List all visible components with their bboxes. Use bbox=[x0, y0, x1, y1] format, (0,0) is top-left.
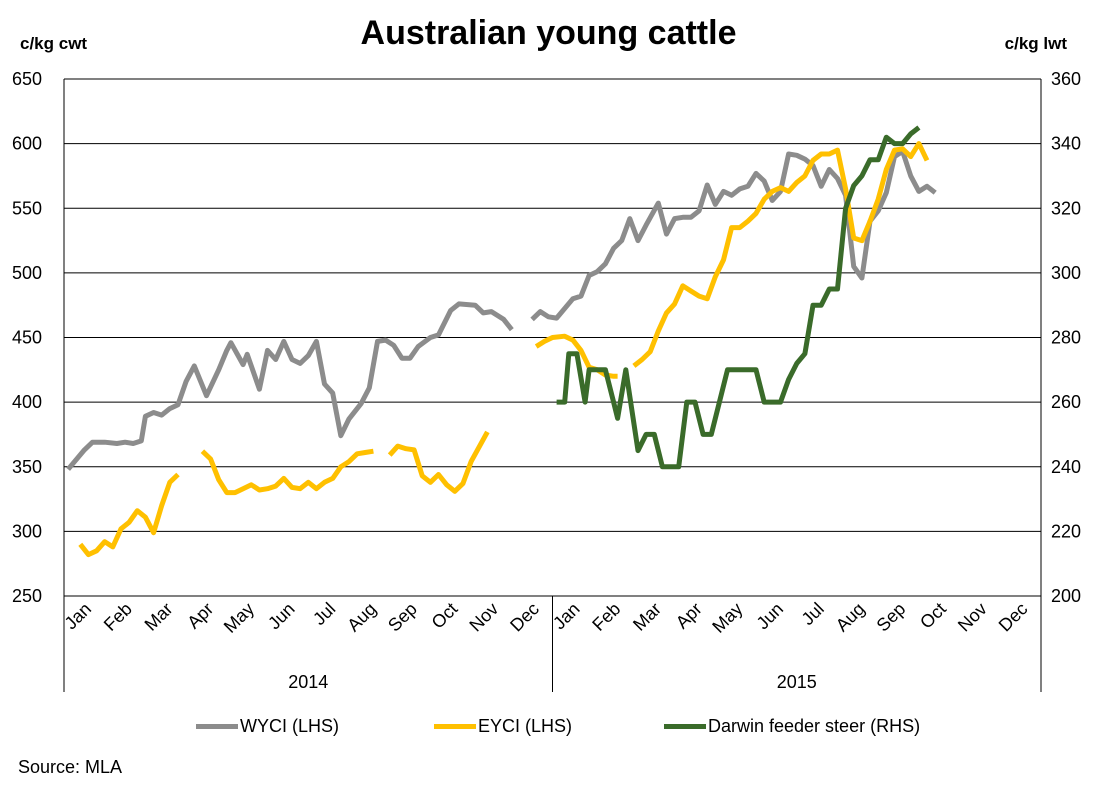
legend-swatch-darwin bbox=[664, 724, 706, 729]
wyci-line bbox=[66, 301, 514, 471]
y-left-tick-label: 450 bbox=[12, 328, 42, 348]
y-left-tick-label: 600 bbox=[12, 134, 42, 154]
x-month-label: Jun bbox=[264, 599, 299, 634]
x-month-label: Nov bbox=[954, 599, 991, 636]
legend-item-darwin: Darwin feeder steer (RHS) bbox=[664, 716, 920, 737]
x-month-label: May bbox=[220, 599, 258, 637]
x-month-label: Feb bbox=[588, 599, 624, 635]
x-month-label: Jan bbox=[61, 599, 96, 634]
x-month-label: Oct bbox=[428, 599, 462, 633]
y-left-tick-label: 350 bbox=[12, 457, 42, 477]
legend-swatch-wyci bbox=[196, 724, 238, 729]
x-month-label: Jun bbox=[753, 599, 788, 634]
y-right-tick-label: 360 bbox=[1051, 69, 1081, 89]
x-month-label: Aug bbox=[832, 599, 869, 636]
left-axis-unit: c/kg cwt bbox=[20, 34, 88, 53]
legend-swatch-eyci bbox=[434, 724, 476, 729]
x-month-label: Jul bbox=[309, 599, 339, 629]
y-right-tick-label: 320 bbox=[1051, 198, 1081, 218]
y-right-tick-label: 340 bbox=[1051, 134, 1081, 154]
y-right-tick-label: 240 bbox=[1051, 457, 1081, 477]
x-month-label: Feb bbox=[100, 599, 136, 635]
eyci-line bbox=[632, 141, 930, 368]
x-month-label: May bbox=[708, 599, 746, 637]
x-month-label: Jul bbox=[798, 599, 828, 629]
x-month-label: Apr bbox=[183, 599, 217, 633]
x-month-label: Mar bbox=[141, 599, 177, 635]
y-right-tick-label: 220 bbox=[1051, 521, 1081, 541]
right-axis-unit: c/kg lwt bbox=[1004, 34, 1067, 53]
x-month-label: Apr bbox=[672, 599, 706, 633]
y-right-tick-label: 200 bbox=[1051, 586, 1081, 606]
eyci-line bbox=[78, 472, 180, 558]
eyci-line bbox=[200, 448, 374, 496]
legend-label-darwin: Darwin feeder steer (RHS) bbox=[708, 716, 921, 736]
wyci-line bbox=[530, 148, 937, 322]
darwin-feeder-steer-line bbox=[556, 125, 921, 470]
legend-label-eyci: EYCI (LHS) bbox=[478, 716, 573, 736]
legend-item-wyci: WYCI (LHS) bbox=[196, 716, 339, 737]
y-left-tick-label: 650 bbox=[12, 69, 42, 89]
y-left-tick-label: 400 bbox=[12, 392, 42, 412]
x-year-label: 2015 bbox=[777, 672, 817, 692]
x-month-label: Sep bbox=[873, 599, 910, 636]
legend-item-eyci: EYCI (LHS) bbox=[434, 716, 572, 737]
x-year-label: 2014 bbox=[288, 672, 328, 692]
y-left-tick-label: 250 bbox=[12, 586, 42, 606]
x-month-label: Mar bbox=[629, 599, 665, 635]
y-right-tick-label: 300 bbox=[1051, 263, 1081, 283]
x-month-label: Dec bbox=[995, 599, 1032, 636]
y-right-tick-label: 260 bbox=[1051, 392, 1081, 412]
x-month-label: Sep bbox=[384, 599, 421, 636]
y-left-tick-label: 550 bbox=[12, 198, 42, 218]
y-right-tick-label: 280 bbox=[1051, 328, 1081, 348]
x-month-label: Oct bbox=[916, 599, 950, 633]
x-month-label: Aug bbox=[343, 599, 380, 636]
eyci-line bbox=[387, 430, 490, 494]
source-note: Source: MLA bbox=[18, 757, 123, 777]
x-month-label: Nov bbox=[465, 599, 502, 636]
legend-label-wyci: WYCI (LHS) bbox=[240, 716, 339, 736]
chart-title: Australian young cattle bbox=[360, 14, 737, 52]
x-month-label: Jan bbox=[549, 599, 584, 634]
y-left-tick-label: 300 bbox=[12, 521, 42, 541]
x-month-label: Dec bbox=[506, 599, 543, 636]
chart-legend: WYCI (LHS) EYCI (LHS) Darwin feeder stee… bbox=[0, 716, 1097, 744]
y-left-tick-label: 500 bbox=[12, 263, 42, 283]
